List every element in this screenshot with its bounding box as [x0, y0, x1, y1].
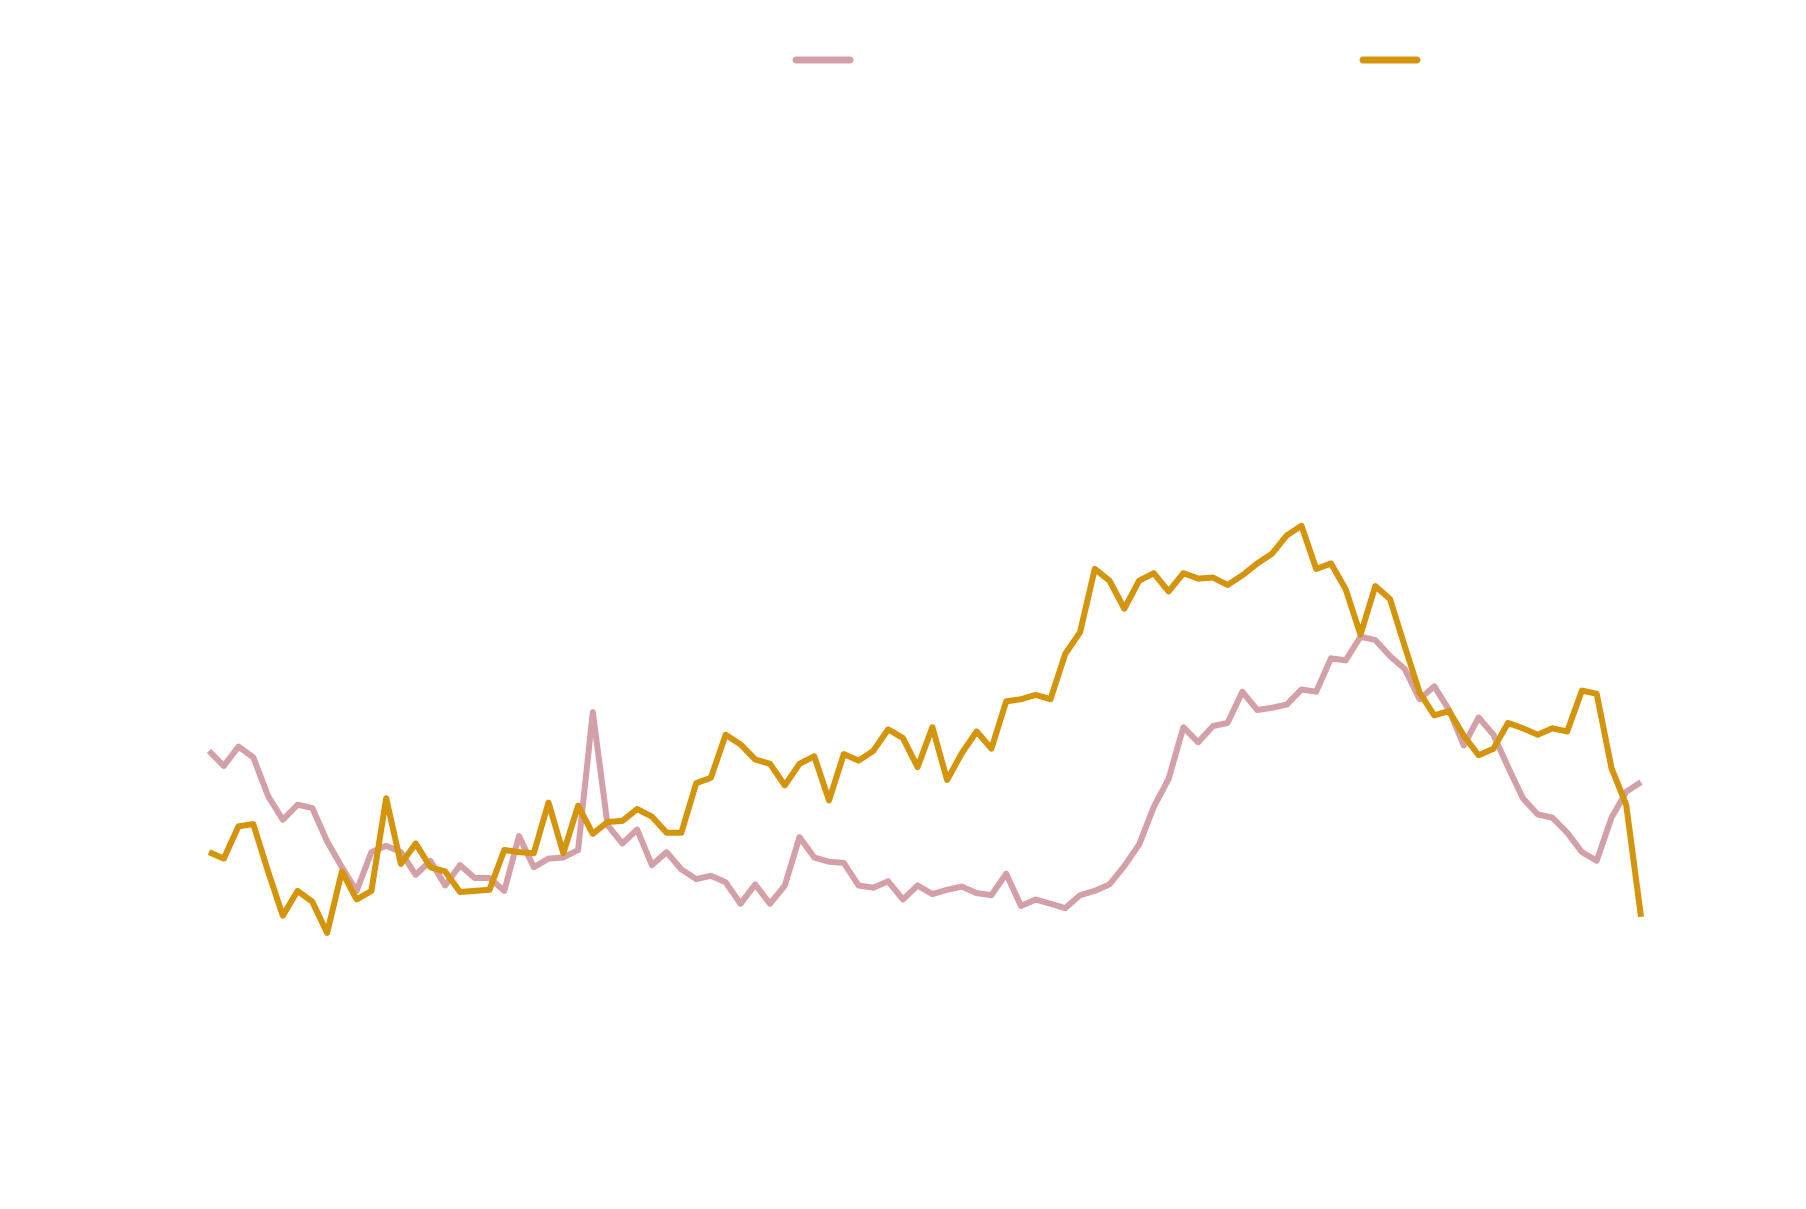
plot-area	[206, 522, 1644, 936]
series-line-2	[207, 522, 1644, 936]
series-line-1	[206, 633, 1643, 912]
